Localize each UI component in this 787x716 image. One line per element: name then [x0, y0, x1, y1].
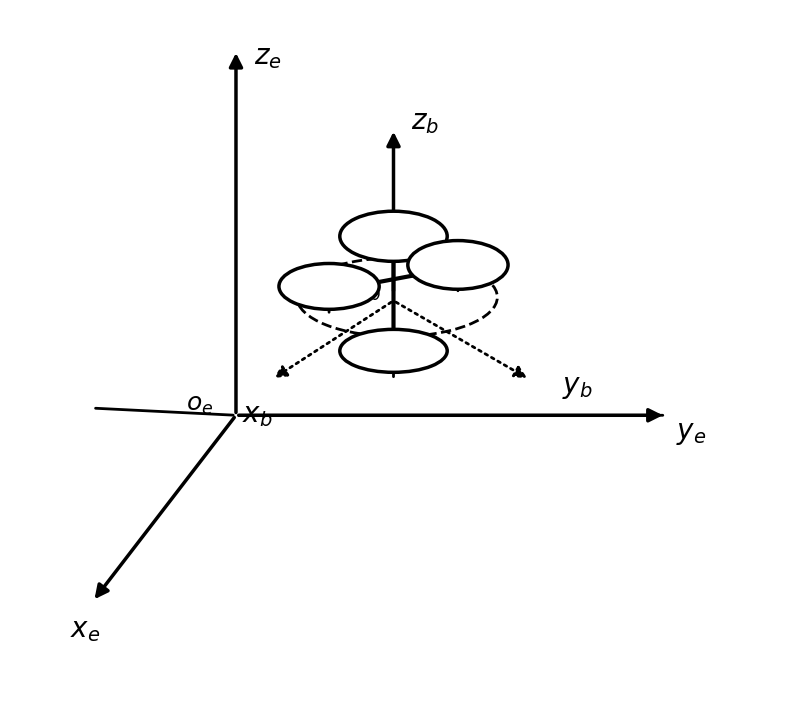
Text: $x_b$: $x_b$	[242, 401, 273, 430]
Ellipse shape	[340, 211, 447, 261]
Text: $x_e$: $x_e$	[71, 616, 101, 644]
Ellipse shape	[408, 241, 508, 289]
Text: $O_b$: $O_b$	[350, 277, 381, 303]
Text: $y_e$: $y_e$	[676, 419, 707, 448]
Ellipse shape	[340, 329, 447, 372]
Text: $z_b$: $z_b$	[412, 107, 439, 136]
Text: $o_e$: $o_e$	[186, 392, 213, 417]
Text: $y_b$: $y_b$	[562, 372, 593, 401]
Ellipse shape	[279, 263, 379, 309]
Text: $z_e$: $z_e$	[254, 43, 282, 72]
